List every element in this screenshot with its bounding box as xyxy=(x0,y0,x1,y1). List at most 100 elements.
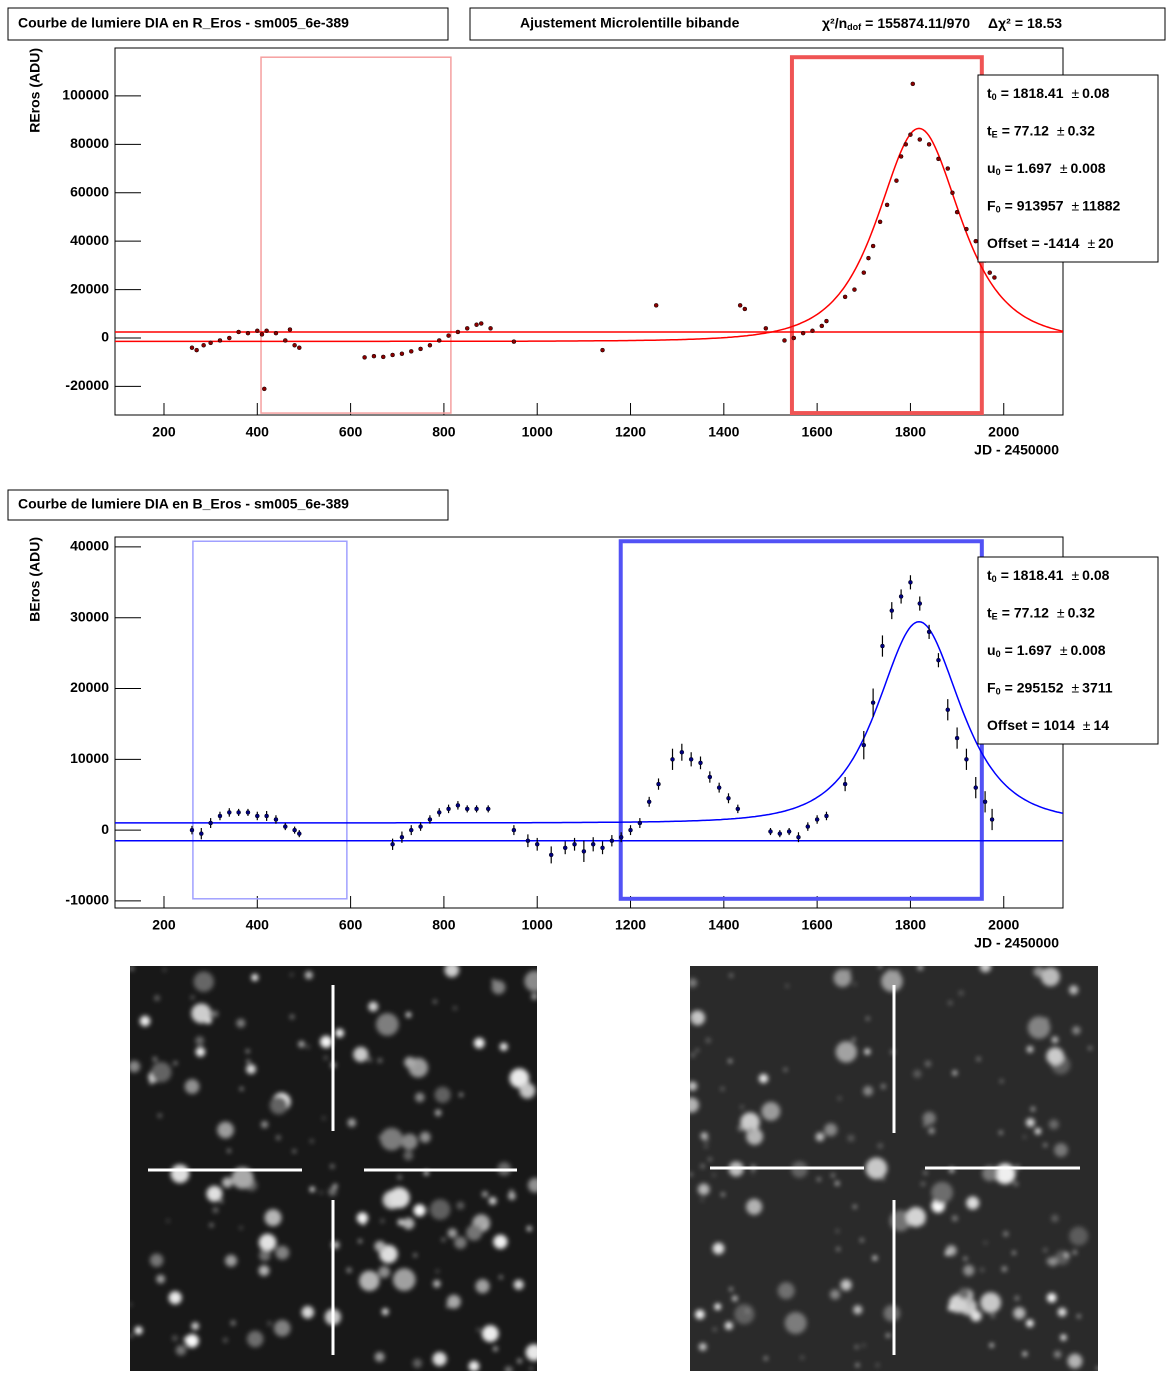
star xyxy=(783,1068,787,1072)
data-point xyxy=(464,326,470,331)
data-point xyxy=(227,335,232,341)
stats-box xyxy=(977,74,1159,263)
data-point xyxy=(679,749,685,755)
star xyxy=(952,1070,958,1076)
fit-curve xyxy=(115,620,1063,824)
star xyxy=(931,1181,953,1204)
x-axis-label: JD - 2450000 xyxy=(974,935,1059,951)
data-point xyxy=(735,806,741,812)
data-point xyxy=(742,306,748,312)
star xyxy=(258,1265,270,1276)
data-point xyxy=(436,810,442,815)
star xyxy=(855,1363,860,1367)
param-value: 295152 xyxy=(1017,679,1064,695)
data-point xyxy=(208,820,213,826)
data-point xyxy=(446,333,451,338)
star xyxy=(698,1342,707,1351)
param-name: u xyxy=(987,642,996,658)
data-point xyxy=(716,785,722,790)
star xyxy=(358,1239,362,1243)
star xyxy=(1057,1307,1067,1317)
star xyxy=(499,1042,508,1051)
stats-row: u0 = 1.697 ±0.008 xyxy=(987,160,1106,178)
stats-row: tE = 77.12 ±0.32 xyxy=(987,122,1095,140)
data-point xyxy=(954,735,960,741)
star xyxy=(835,1229,839,1233)
star xyxy=(239,1226,243,1230)
stats-row: Offset = -1414 ±20 xyxy=(987,235,1114,251)
star xyxy=(1000,1079,1004,1083)
star xyxy=(529,1367,533,1371)
data-point xyxy=(201,343,206,348)
star xyxy=(412,1358,423,1368)
data-point xyxy=(917,601,923,606)
star xyxy=(1014,1296,1020,1301)
param-sub: 0 xyxy=(996,205,1001,215)
data-point xyxy=(880,643,885,649)
crosshair xyxy=(148,985,1080,1355)
data-point xyxy=(989,817,995,822)
stats-box xyxy=(977,556,1159,745)
region xyxy=(618,539,984,901)
title-box xyxy=(7,489,449,521)
star xyxy=(488,1196,497,1205)
data-point xyxy=(842,294,848,300)
star xyxy=(246,1064,257,1075)
star xyxy=(475,1279,490,1294)
region xyxy=(789,55,984,415)
x-tick-label: 2000 xyxy=(988,917,1019,933)
star xyxy=(298,1040,305,1048)
star xyxy=(853,1305,863,1315)
y-tick-label: 20000 xyxy=(70,679,109,695)
x-tick-label: 1400 xyxy=(708,917,739,933)
star xyxy=(130,966,134,971)
x-tick-label: 1800 xyxy=(895,917,926,933)
star xyxy=(429,1199,451,1220)
param-name: u xyxy=(987,160,996,176)
data-point xyxy=(861,270,867,275)
star xyxy=(415,1092,425,1103)
star xyxy=(1013,1307,1026,1320)
stars xyxy=(690,966,1098,1370)
star xyxy=(246,1330,264,1348)
data-point xyxy=(936,156,941,162)
star-image xyxy=(690,966,1098,1371)
data-point xyxy=(446,806,451,812)
star xyxy=(881,970,903,992)
eq: = xyxy=(1005,197,1013,213)
star xyxy=(251,974,259,981)
param-name: Offset xyxy=(987,235,1028,251)
data-point xyxy=(264,328,269,334)
star xyxy=(513,1279,524,1290)
data-point xyxy=(877,219,883,225)
star xyxy=(412,1135,416,1139)
star xyxy=(1012,1251,1016,1255)
data-point xyxy=(964,757,969,762)
star xyxy=(403,1150,414,1161)
star xyxy=(979,966,992,973)
star xyxy=(222,1177,233,1188)
star xyxy=(405,1012,412,1018)
data-point xyxy=(926,629,932,635)
star xyxy=(728,1059,732,1063)
star xyxy=(1026,1319,1034,1328)
star xyxy=(378,1266,391,1278)
data-point xyxy=(656,781,661,787)
star xyxy=(166,1219,170,1223)
star xyxy=(917,966,924,971)
star xyxy=(751,1171,755,1175)
param-value: 1.697 xyxy=(1017,160,1052,176)
star xyxy=(163,968,167,972)
star xyxy=(878,966,882,969)
x-tick-label: 1600 xyxy=(802,917,833,933)
star xyxy=(319,1190,323,1195)
star xyxy=(920,1181,926,1187)
data-point xyxy=(782,338,787,343)
x-tick-label: 800 xyxy=(432,917,456,933)
star xyxy=(392,1268,416,1291)
chi2-sub: dof xyxy=(847,22,862,32)
data-point xyxy=(954,209,960,215)
star xyxy=(1040,967,1060,987)
data-point xyxy=(910,81,916,87)
data-point xyxy=(786,829,792,834)
